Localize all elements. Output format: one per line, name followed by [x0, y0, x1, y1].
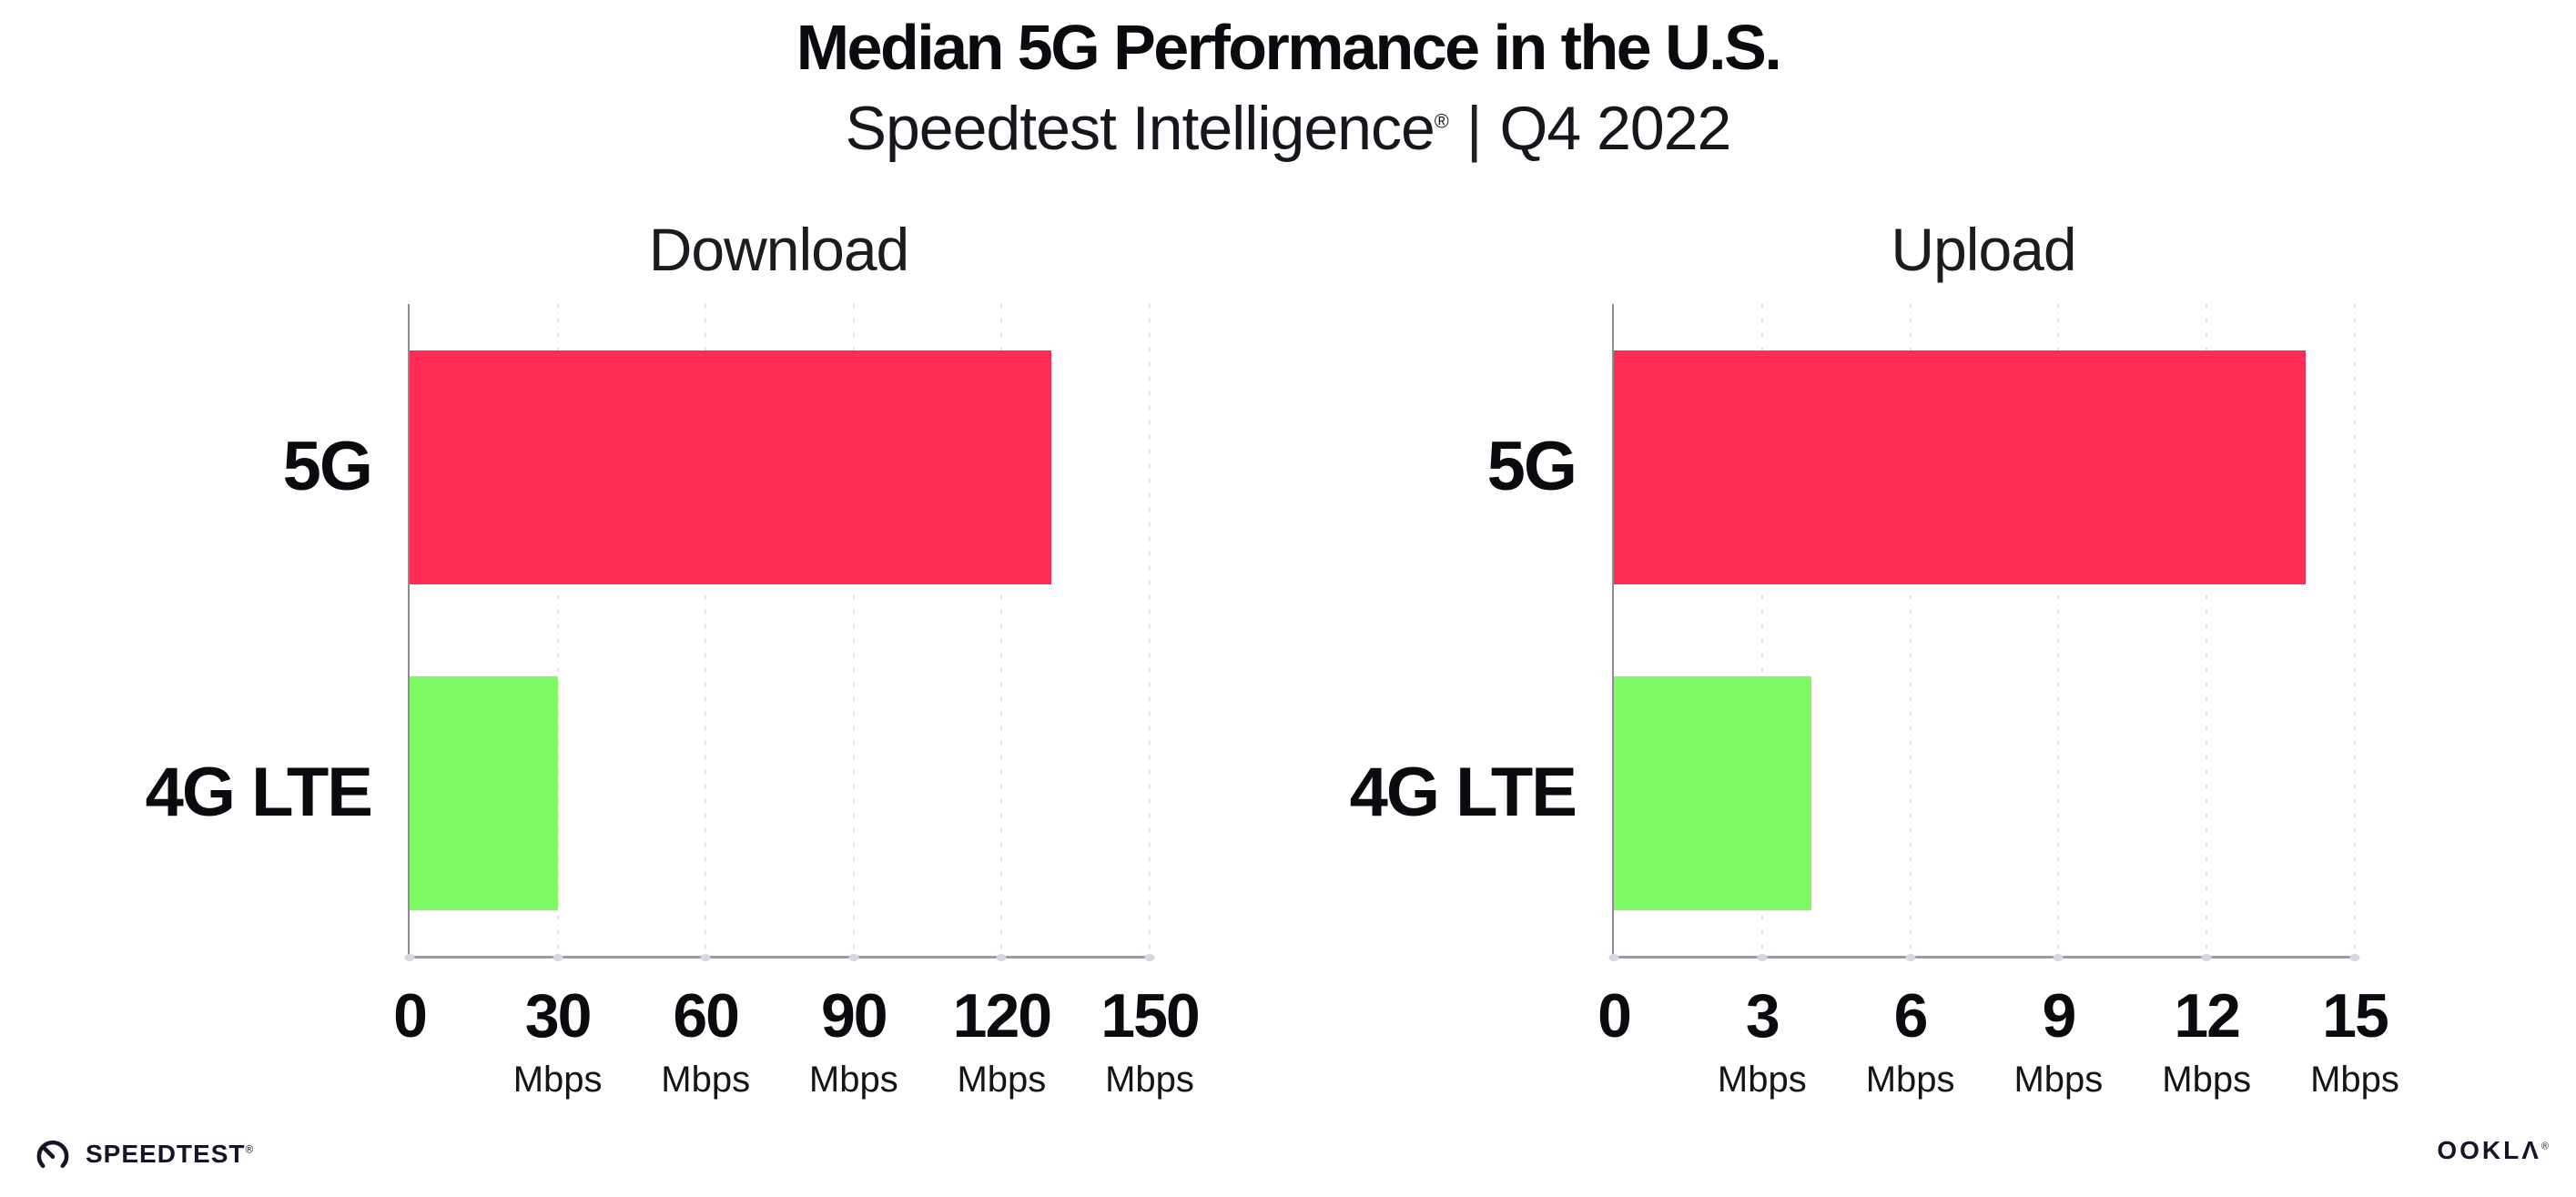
axis-tick-dot: [2349, 954, 2360, 961]
registered-trademark-symbol: ®: [1434, 109, 1449, 133]
category-label-4g-lte: 4G LTE: [1349, 754, 1577, 831]
upload-chart: Upload 0 3 Mbps 6 Mbps 9 Mbps 12 Mbps 15 Mbps 5G 4G …: [1350, 216, 2399, 1098]
bar-4g-lte: [1614, 675, 1812, 910]
x-tick: 0: [393, 981, 428, 1098]
upload-plot-area: 0 3 Mbps 6 Mbps 9 Mbps 12 Mbps 15 Mbps 5G 4G LTE: [1350, 304, 2399, 1098]
x-tick: 12 Mbps: [2162, 985, 2251, 1098]
x-tick-value: 60: [673, 981, 740, 1050]
x-tick: 3 Mbps: [1718, 985, 1807, 1098]
download-chart-title: Download: [648, 216, 910, 283]
axis-tick-dot: [2053, 954, 2064, 961]
ookla-registered-mark: ®: [2541, 1141, 2549, 1152]
x-tick-value: 6: [1893, 981, 1929, 1050]
gridline: [2354, 304, 2356, 956]
category-label-5g: 5G: [282, 428, 373, 505]
axis-tick-dot: [2201, 954, 2212, 961]
x-tick: 150 Mbps: [1100, 981, 1200, 1100]
x-tick: 30 Mbps: [513, 985, 603, 1098]
x-tick-value: 150: [1100, 981, 1200, 1050]
x-tick-unit: Mbps: [808, 1060, 898, 1100]
ookla-wordmark: OOKLΛ: [2437, 1136, 2541, 1164]
axis-tick-dot: [996, 954, 1007, 961]
subtitle-separator: |: [1465, 94, 1483, 163]
axis-tick-dot: [1905, 954, 1916, 961]
axis-tick-dot: [848, 954, 859, 961]
subtitle-brand: Speedtest Intelligence: [845, 94, 1435, 163]
x-tick-unit: Mbps: [957, 1060, 1047, 1100]
download-chart: Download 0 30 Mbps 60 Mbps 90 Mbps 120 Mbps 150 Mb…: [146, 216, 1201, 1098]
bar-4g-lte: [410, 675, 558, 910]
axis-tick-dot: [700, 954, 711, 961]
gridline: [1149, 304, 1151, 956]
x-tick-value: 120: [952, 981, 1052, 1050]
x-tick-value: 12: [2174, 981, 2241, 1050]
gridline: [705, 304, 707, 956]
axis-tick-dot: [1757, 954, 1768, 961]
x-tick-value: 0: [1597, 981, 1632, 1050]
gridline: [556, 304, 559, 956]
x-tick-value: 90: [820, 981, 888, 1050]
axis-tick-dot: [553, 954, 563, 961]
x-tick-value: 15: [2322, 981, 2389, 1050]
bar-5g: [1614, 350, 2306, 584]
x-tick-unit: Mbps: [2013, 1060, 2104, 1100]
x-tick-unit: Mbps: [1717, 1060, 1807, 1100]
gridline: [2057, 304, 2060, 956]
upload-chart-title: Upload: [1891, 216, 2076, 283]
axis-tick-dot: [404, 954, 415, 961]
x-tick-unit: Mbps: [661, 1060, 751, 1100]
x-tick-unit: Mbps: [1105, 1060, 1194, 1100]
x-tick-value: 0: [393, 981, 428, 1050]
x-tick-value: 30: [524, 981, 593, 1050]
subtitle-period: Q4 2022: [1499, 94, 1731, 163]
x-tick: 120 Mbps: [952, 981, 1052, 1100]
ookla-logo: OOKLΛ®: [2437, 1138, 2549, 1163]
speedtest-gauge-icon: [33, 1134, 73, 1174]
gridline: [1000, 304, 1003, 956]
bar-5g: [410, 350, 1051, 584]
category-label-5g: 5G: [1486, 428, 1577, 505]
category-label-4g-lte: 4G LTE: [145, 754, 373, 831]
speedtest-registered-mark: ®: [245, 1142, 255, 1156]
gridline: [2206, 304, 2208, 956]
gridline: [1760, 304, 1763, 956]
gridline: [852, 304, 855, 956]
x-tick-unit: Mbps: [1865, 1060, 1955, 1100]
x-tick-unit: Mbps: [512, 1060, 603, 1100]
download-plot-area: 0 30 Mbps 60 Mbps 90 Mbps 120 Mbps 150 Mbps 5G 4G LT…: [146, 304, 1201, 1098]
x-tick: 0: [1597, 981, 1632, 1098]
page-subtitle: Speedtest Intelligence® | Q4 2022: [0, 93, 2576, 164]
x-tick-value: 9: [2042, 981, 2076, 1050]
x-tick-unit: [1597, 1061, 1630, 1098]
x-tick-value: 3: [1745, 981, 1780, 1050]
x-tick: 90 Mbps: [809, 985, 898, 1098]
speedtest-logo: SPEEDTEST®: [33, 1134, 254, 1174]
x-tick-unit: Mbps: [2162, 1060, 2252, 1100]
x-tick: 60 Mbps: [661, 985, 750, 1098]
page-title: Median 5G Performance in the U.S.: [796, 12, 1782, 83]
x-tick: 6 Mbps: [1866, 985, 1955, 1098]
x-tick: 15 Mbps: [2310, 985, 2399, 1098]
x-tick: 9 Mbps: [2013, 985, 2103, 1098]
x-tick-unit: Mbps: [2310, 1060, 2399, 1100]
axis-tick-dot: [1608, 954, 1619, 961]
gridline: [1909, 304, 1912, 956]
axis-tick-dot: [1144, 954, 1155, 961]
speedtest-wordmark: SPEEDTEST®: [86, 1140, 255, 1168]
x-tick-unit: [393, 1061, 426, 1098]
